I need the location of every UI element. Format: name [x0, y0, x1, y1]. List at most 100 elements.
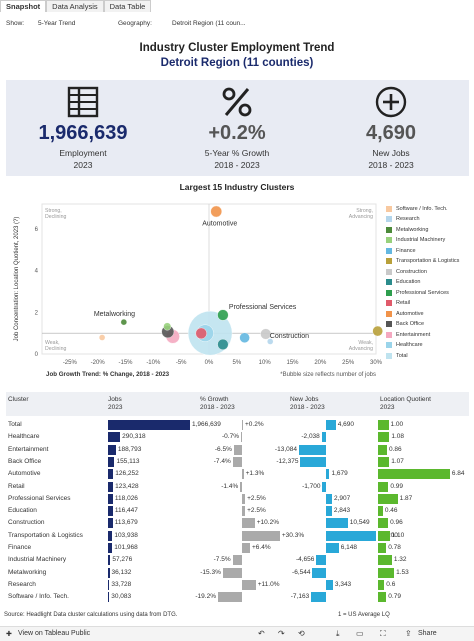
kpi-growth: +0.2% 5-Year % Growth 2018 - 2023 — [160, 80, 314, 176]
y-tick-label: 0 — [35, 352, 39, 358]
comment-icon[interactable]: ▭ — [356, 629, 364, 638]
jobs-value: 116,447 — [114, 507, 138, 515]
kpi-employment: 1,966,639 Employment 2023 — [6, 80, 160, 176]
new-jobs-bar — [326, 543, 339, 553]
bubble-label: Automotive — [202, 221, 237, 228]
x-tick-label: -5% — [176, 360, 187, 366]
kpi-new-jobs-label: New Jobs — [372, 148, 410, 158]
view-on-tableau-link[interactable]: View on Tableau Public — [18, 630, 91, 637]
jobs-bar — [108, 555, 111, 566]
legend-item[interactable]: Software / Info. Tech. — [386, 204, 448, 213]
x-tick-label: 30% — [370, 360, 383, 366]
new-jobs-bar — [326, 506, 332, 517]
bubble-chart-title: Largest 15 Industry Clusters — [179, 182, 295, 192]
location-quotient-bar — [378, 432, 390, 443]
tab-snapshot[interactable]: Snapshot — [0, 0, 47, 12]
jobs-bar — [108, 444, 116, 455]
legend-swatch — [386, 279, 392, 285]
table-row[interactable]: Transportation & Logistics103,938+30.3%2… — [6, 530, 469, 542]
jobs-bar — [108, 420, 190, 430]
legend-item[interactable]: Finance — [386, 246, 416, 255]
legend-swatch — [386, 216, 392, 222]
x-tick-label: -20% — [91, 360, 106, 366]
legend-item[interactable]: Construction — [386, 267, 427, 276]
legend-item[interactable]: Entertainment — [386, 330, 430, 339]
growth-value: -7.5% — [213, 556, 231, 564]
growth-bar — [242, 420, 243, 430]
legend-item[interactable]: Education — [386, 278, 420, 287]
legend-item[interactable]: Back Office — [386, 320, 424, 329]
legend-item[interactable]: Healthcare — [386, 341, 423, 350]
location-quotient-value: 0.79 — [388, 593, 401, 601]
location-quotient-bar — [378, 420, 389, 430]
share-button[interactable]: Share — [418, 630, 437, 637]
location-quotient-value: 0.99 — [390, 482, 404, 490]
geography-dropdown[interactable]: Detroit Region (11 coun... — [172, 20, 246, 27]
legend-swatch — [386, 237, 392, 243]
jobs-value: 1,966,639 — [192, 421, 221, 428]
new-jobs-value: 4,690 — [337, 421, 354, 428]
new-jobs-bar — [321, 432, 326, 443]
download-icon[interactable]: ⤓ — [336, 629, 340, 638]
kpi-growth-sub: 2018 - 2023 — [214, 160, 260, 170]
jobs-bar — [108, 592, 110, 603]
legend-swatch — [386, 300, 392, 306]
table-row[interactable]: Research 33,728 +11.0% 3,343 0.6 — [6, 579, 469, 591]
undo-icon[interactable]: ↶ — [258, 629, 265, 638]
table-row[interactable]: Total 1,966,639 +0.2% 4,690 1.00 — [6, 419, 469, 431]
jobs-value: 30,083 — [111, 593, 132, 601]
cluster-name: Industrial Machinery — [8, 556, 67, 564]
jobs-value: 36,132 — [111, 568, 132, 576]
legend-item[interactable]: Professional Services — [386, 288, 449, 297]
table-row[interactable]: Professional Services 118,026 +2.5% 2,907 1.… — [6, 493, 469, 505]
table-row[interactable]: Back Office 155,113 -7.4% -12,375 1.07 — [6, 456, 469, 468]
table-row[interactable]: Automotive 126,252 +1.3% 1,679 6.84 — [6, 468, 469, 480]
table-row[interactable]: Metalworking 36,132 -15.3% -6,544 1.53 — [6, 567, 469, 579]
jobs-bar — [108, 432, 121, 443]
x-tick-label: 25% — [342, 360, 355, 366]
location-quotient-bar — [378, 481, 389, 492]
table-row[interactable]: Education 116,447 +2.5% 2,843 0.46 — [6, 505, 469, 517]
legend-item[interactable]: Metalworking — [386, 225, 428, 234]
revert-icon[interactable]: ⟲ — [298, 629, 305, 638]
tab-data-analysis[interactable]: Data Analysis — [46, 0, 104, 12]
legend-item[interactable]: Industrial Machinery — [386, 236, 445, 245]
table-row[interactable]: Finance 101,968 +6.4% 6,148 0.78 — [6, 542, 469, 554]
table-row[interactable]: Entertainment 188,793 -6.5% -13,084 0.86 — [6, 444, 469, 456]
cluster-name: Automotive — [8, 470, 41, 478]
legend-label: Finance — [396, 247, 416, 254]
tab-data-table[interactable]: Data Table — [103, 0, 152, 12]
new-jobs-bar — [311, 592, 326, 603]
new-jobs-bar — [298, 444, 326, 455]
legend-item[interactable]: Automotive — [386, 309, 424, 318]
table-row[interactable]: Retail 123,428 -1.4% -1,700 0.99 — [6, 481, 469, 493]
y-tick-label: 6 — [35, 227, 39, 233]
location-quotient-value: 1.07 — [391, 457, 404, 465]
redo-icon[interactable]: ↷ — [278, 629, 285, 638]
growth-value: -6.5% — [214, 445, 232, 453]
fullscreen-icon[interactable]: ⛶ — [380, 629, 386, 638]
table-row[interactable]: Software / Info. Tech. 30,083 -19.2% -7,163… — [6, 591, 469, 603]
legend-label: Total — [396, 352, 408, 359]
share-icon[interactable]: ⇪ — [405, 629, 412, 638]
jobs-value: 33,728 — [111, 580, 132, 588]
legend-item[interactable]: Total — [386, 351, 408, 360]
col-header-jobs: Jobs 2023 — [108, 396, 123, 411]
legend-item[interactable]: Transportation & Logistics — [386, 257, 459, 266]
show-dropdown[interactable]: 5-Year Trend — [38, 20, 76, 27]
jobs-value: 113,679 — [114, 519, 138, 527]
legend-item[interactable]: Retail — [386, 299, 410, 308]
table-row[interactable]: Construction 113,679 +10.2% 10,549 0.96 — [6, 517, 469, 529]
location-quotient-value: 1.87 — [399, 494, 413, 502]
growth-bar — [232, 555, 242, 566]
table-row[interactable]: Industrial Machinery 57,276 -7.5% -4,656 1.3… — [6, 554, 469, 566]
growth-value: +2.5% — [247, 494, 266, 502]
legend-label: Professional Services — [396, 289, 449, 296]
location-quotient-value: 1.00 — [390, 421, 404, 428]
kpi-employment-value: 1,966,639 — [38, 122, 128, 144]
legend-swatch — [386, 226, 392, 233]
percent-icon — [222, 87, 252, 117]
legend-item[interactable]: Research — [386, 215, 420, 224]
table-row[interactable]: Healthcare 290,318 -0.7% -2,038 1.08 — [6, 431, 469, 443]
new-jobs-bar — [316, 555, 326, 566]
